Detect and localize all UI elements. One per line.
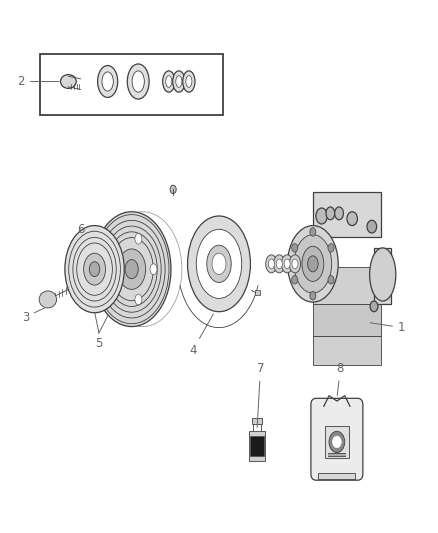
Bar	[313, 336, 381, 365]
Ellipse shape	[284, 259, 290, 269]
Ellipse shape	[276, 259, 283, 269]
Ellipse shape	[110, 245, 117, 256]
Ellipse shape	[98, 66, 118, 98]
Text: 5: 5	[95, 337, 102, 350]
Ellipse shape	[84, 253, 106, 285]
Ellipse shape	[266, 255, 277, 273]
FancyBboxPatch shape	[311, 398, 363, 480]
Ellipse shape	[347, 212, 357, 225]
Ellipse shape	[335, 207, 343, 220]
Ellipse shape	[307, 256, 318, 272]
Bar	[313, 192, 381, 237]
Ellipse shape	[186, 76, 192, 87]
Text: 8: 8	[337, 362, 344, 395]
Ellipse shape	[212, 253, 226, 274]
Bar	[252, 418, 262, 424]
Ellipse shape	[310, 228, 316, 236]
Ellipse shape	[135, 233, 142, 244]
Ellipse shape	[274, 255, 285, 273]
Ellipse shape	[60, 75, 76, 88]
Ellipse shape	[370, 248, 396, 301]
Ellipse shape	[367, 220, 377, 233]
Ellipse shape	[89, 262, 100, 277]
Ellipse shape	[65, 225, 124, 313]
Ellipse shape	[282, 255, 293, 273]
Bar	[328, 453, 346, 457]
Ellipse shape	[187, 216, 251, 312]
Ellipse shape	[316, 208, 327, 224]
Ellipse shape	[292, 244, 298, 252]
Bar	[250, 436, 264, 456]
Ellipse shape	[183, 71, 195, 92]
Ellipse shape	[166, 76, 172, 87]
Ellipse shape	[132, 71, 145, 92]
Bar	[313, 304, 381, 336]
Ellipse shape	[288, 225, 338, 302]
Text: 3: 3	[22, 308, 46, 324]
Ellipse shape	[370, 301, 378, 312]
Ellipse shape	[328, 244, 334, 252]
Text: 1: 1	[370, 321, 406, 334]
Bar	[325, 426, 349, 458]
Bar	[40, 54, 223, 115]
Ellipse shape	[170, 185, 176, 193]
Ellipse shape	[162, 71, 175, 92]
Ellipse shape	[102, 72, 113, 91]
Ellipse shape	[372, 282, 381, 294]
Ellipse shape	[310, 292, 316, 300]
Bar	[328, 454, 346, 456]
Ellipse shape	[326, 207, 335, 220]
Ellipse shape	[39, 291, 57, 308]
Ellipse shape	[268, 259, 275, 269]
Ellipse shape	[176, 76, 182, 87]
Ellipse shape	[328, 276, 334, 284]
Ellipse shape	[110, 282, 117, 293]
Ellipse shape	[302, 246, 324, 281]
Text: 7: 7	[257, 362, 264, 427]
Ellipse shape	[125, 260, 138, 279]
Bar	[255, 290, 260, 295]
Bar	[249, 431, 265, 461]
Ellipse shape	[292, 276, 298, 284]
Ellipse shape	[173, 71, 185, 92]
Ellipse shape	[294, 235, 332, 293]
Bar	[374, 248, 392, 304]
Bar	[318, 473, 356, 479]
Ellipse shape	[289, 255, 300, 273]
Ellipse shape	[92, 212, 171, 327]
Ellipse shape	[292, 259, 298, 269]
Ellipse shape	[372, 261, 381, 272]
Ellipse shape	[127, 64, 149, 99]
Bar	[313, 266, 381, 304]
Text: 4: 4	[189, 314, 213, 357]
Ellipse shape	[332, 436, 341, 448]
Ellipse shape	[329, 431, 345, 453]
Ellipse shape	[135, 294, 142, 305]
Ellipse shape	[118, 249, 146, 289]
Ellipse shape	[207, 245, 231, 282]
Text: 2: 2	[17, 75, 59, 88]
Text: 6: 6	[77, 223, 85, 236]
Ellipse shape	[196, 229, 242, 298]
Ellipse shape	[150, 264, 157, 274]
